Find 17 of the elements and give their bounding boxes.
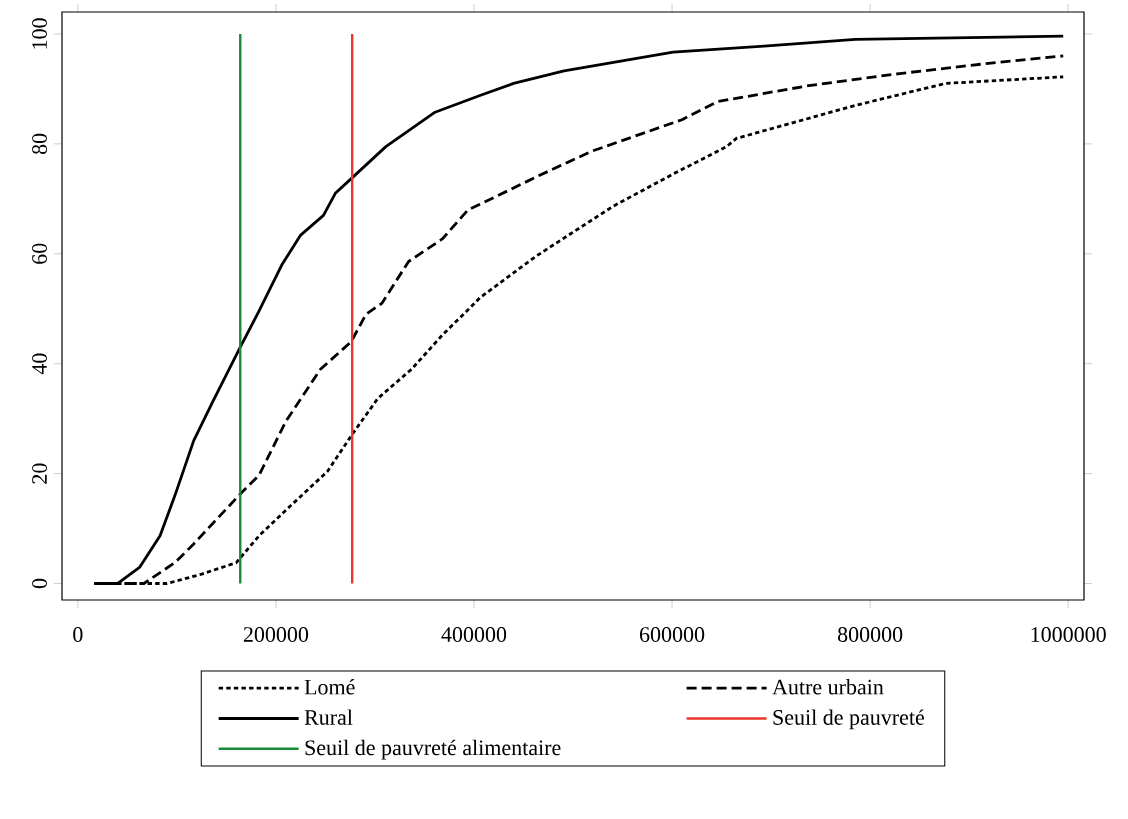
y-tick-label: 100 <box>32 18 47 49</box>
x-tick-label: 0 <box>73 627 83 642</box>
x-tick-label: 600000 <box>639 627 705 642</box>
x-tick-label: 400000 <box>441 627 507 642</box>
y-tick-label: 40 <box>32 353 47 375</box>
y-tick-label: 80 <box>32 133 47 155</box>
x-tick-label: 200000 <box>243 627 309 642</box>
legend-label: Seuil de pauvreté <box>773 709 925 730</box>
y-tick-label: 0 <box>32 578 47 589</box>
legend-label: Rural <box>304 709 353 725</box>
x-tick-label: 800000 <box>837 627 903 642</box>
legend-label: Autre urbain <box>772 679 884 695</box>
x-tick-label: 1000000 <box>1031 627 1106 642</box>
legend-label: Lomé <box>304 679 355 695</box>
legend-label: Seuil de pauvreté alimentaire <box>305 739 561 760</box>
y-tick-label: 20 <box>32 463 47 484</box>
y-tick-label: 60 <box>32 243 47 264</box>
